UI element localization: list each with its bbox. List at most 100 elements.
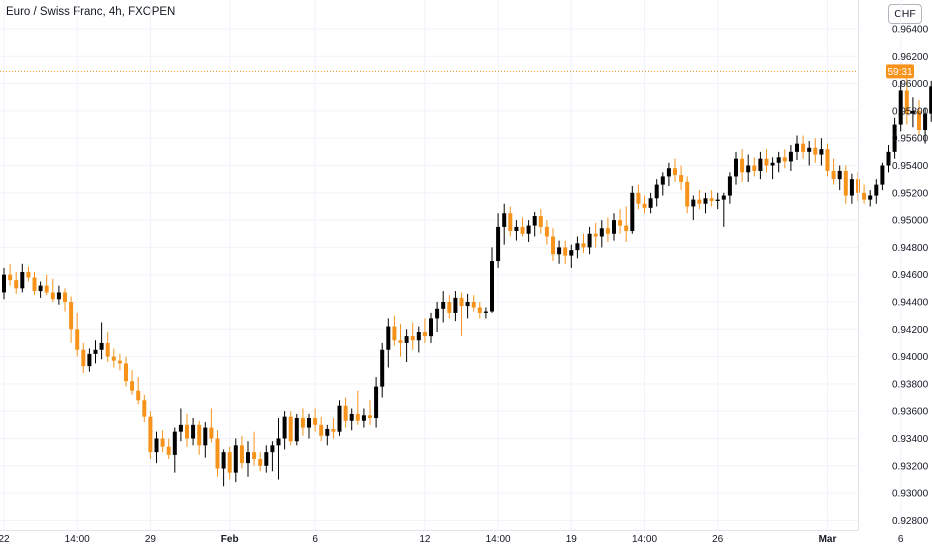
candle-body (630, 192, 635, 232)
candle-body (819, 149, 824, 155)
candle-body (258, 458, 263, 466)
candle-body (923, 113, 928, 131)
candle-body (435, 308, 440, 319)
candle-body (191, 424, 196, 439)
candle-body (843, 170, 848, 196)
candle-body (197, 424, 202, 446)
candle-body (825, 149, 830, 171)
y-tick-label: 0.96400 (892, 25, 929, 36)
candle-body (612, 220, 616, 234)
y-tick-label: 0.93600 (892, 407, 929, 418)
candle-body (886, 151, 891, 166)
candle-body (185, 424, 189, 439)
candle-body (117, 360, 122, 364)
candle-body (69, 302, 74, 330)
candle-body (910, 110, 915, 114)
candle-body (788, 151, 793, 162)
y-tick-label: 0.96200 (892, 52, 929, 63)
candle-body (38, 285, 43, 292)
candle-body (666, 168, 671, 177)
candle-body (837, 170, 842, 180)
candle-body (593, 233, 598, 237)
candle-body (758, 158, 763, 171)
price-tag-box (886, 64, 914, 79)
candle-body (898, 90, 903, 125)
candle-body (264, 452, 269, 466)
candle-body (416, 332, 421, 341)
candle-body (136, 390, 141, 401)
candle-body (660, 176, 665, 185)
candle-body (636, 192, 641, 204)
candle-body (904, 90, 909, 114)
x-tick-label: 29 (145, 534, 157, 545)
candle-body (715, 199, 720, 201)
candle-body (746, 165, 751, 173)
candle-body (276, 438, 281, 446)
candle-body (221, 452, 226, 469)
candle-body (81, 349, 86, 367)
candle-body (551, 236, 555, 255)
candle-body (56, 292, 61, 300)
candle-body (215, 438, 220, 469)
y-tick-label: 0.95000 (892, 216, 929, 227)
candle-body (679, 175, 684, 182)
candle-body (483, 311, 488, 313)
x-tick-label: 6 (898, 534, 904, 545)
y-tick-label: 0.94200 (892, 325, 929, 336)
candle-body (307, 418, 311, 428)
candle-body (917, 110, 921, 131)
y-tick-label: 0.93000 (892, 489, 929, 500)
candle-body (124, 363, 128, 382)
y-tick-label: 0.93800 (892, 379, 929, 390)
y-tick-label: 0.92800 (892, 516, 929, 527)
candle-body (770, 162, 775, 166)
current-price-tag: 59:31 (886, 64, 914, 79)
candle-body (429, 318, 433, 337)
price-axis[interactable]: 0.96400 0.96200 0.96000 0.95800 0.95600 0.954… (858, 0, 929, 530)
candle-body (502, 213, 507, 227)
candle-body (111, 356, 116, 361)
candle-body (569, 250, 574, 256)
candle-body (587, 233, 592, 248)
candle-body (355, 413, 360, 421)
candle-body (538, 216, 543, 227)
candle-body (465, 302, 470, 307)
x-tick-label: 12 (419, 534, 431, 545)
candle-body (813, 147, 818, 155)
x-tick-label: 19 (566, 534, 578, 545)
currency-button[interactable]: CHF (888, 4, 922, 24)
x-tick-label: 26 (712, 534, 724, 545)
candle-body (471, 302, 476, 308)
candle-body (288, 416, 293, 442)
x-tick-label: 6 (312, 534, 318, 545)
candle-body (252, 452, 257, 459)
x-tick-label: Feb (221, 534, 239, 545)
candle-body (20, 271, 25, 289)
candle-body (581, 243, 586, 248)
candle-body (563, 247, 568, 256)
price-tag-label: 59:31 (887, 67, 912, 78)
candle-body (313, 418, 318, 425)
candle-body (477, 307, 482, 313)
candle-body (642, 203, 647, 208)
candle-body (624, 225, 629, 232)
candle-body (398, 340, 403, 343)
candle-body (105, 342, 110, 357)
candle-body (32, 277, 37, 292)
candle-body (392, 326, 397, 341)
candle-body (178, 424, 183, 432)
candle-body (142, 400, 147, 417)
candle-body (26, 271, 31, 278)
candle-body (880, 165, 885, 185)
candle-body (386, 326, 391, 350)
y-tick-label: 0.95800 (892, 106, 929, 117)
candle-body (75, 329, 80, 350)
candle-body (654, 184, 659, 199)
y-tick-label: 0.95200 (892, 188, 929, 199)
candle-body (508, 213, 513, 232)
time-axis[interactable]: 22 14:00 29 Feb 6 12 14:00 19 14:00 26 Mar 6 (0, 530, 904, 546)
candle-body (685, 181, 690, 207)
candle-body (294, 418, 299, 442)
x-tick-label: 14:00 (486, 534, 511, 545)
